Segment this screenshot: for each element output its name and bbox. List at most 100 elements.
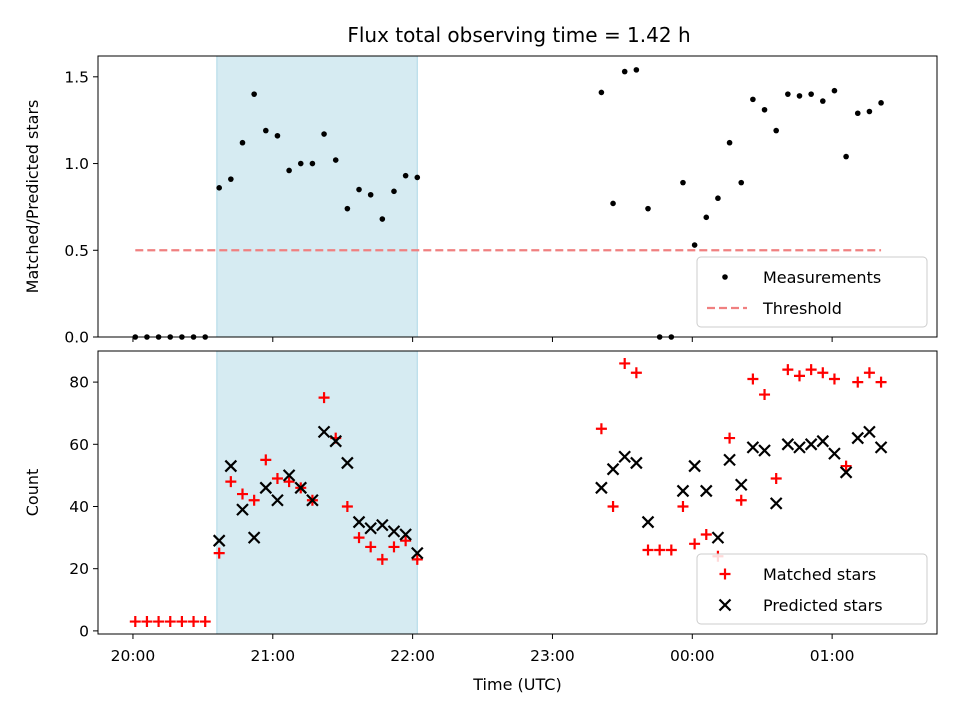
predicted-star-point	[247, 531, 261, 544]
predicted-star-point	[352, 515, 366, 529]
predicted-star-point	[282, 469, 296, 482]
predicted-star-point	[630, 456, 643, 470]
predicted-star-point	[874, 441, 888, 454]
bottom-marks	[129, 357, 888, 628]
matched-star-point	[141, 616, 153, 628]
predicted-star-point	[317, 425, 331, 439]
measurement-point	[309, 160, 316, 167]
measurement-point	[773, 127, 779, 134]
matched-star-point	[724, 432, 736, 444]
matched-star-point	[248, 494, 260, 506]
matched-star-point	[782, 364, 794, 376]
measurement-point	[263, 127, 269, 134]
matched-star-point	[817, 367, 829, 379]
measurement-point	[715, 195, 721, 202]
measurement-point	[321, 131, 327, 137]
legend-x-swatch	[718, 598, 732, 612]
measurement-point	[831, 87, 838, 94]
measurement-point	[228, 176, 234, 182]
matched-star-point	[260, 454, 272, 466]
measurement-point	[645, 205, 651, 212]
measurement-point	[356, 186, 362, 193]
predicted-star-point	[688, 459, 701, 473]
legend-label: Threshold	[762, 299, 842, 318]
matched-star-point	[677, 500, 689, 512]
measurement-point	[878, 100, 884, 106]
predicted-star-point	[376, 518, 389, 532]
top-y-axis-label: Matched/Predicted stars	[23, 100, 42, 294]
x-axis-label: Time (UTC)	[472, 675, 561, 694]
bottom-y-axis-label: Count	[23, 469, 42, 517]
legend-plus-swatch	[719, 568, 731, 580]
predicted-star-point	[411, 546, 424, 560]
matched-star-point	[271, 473, 283, 485]
matched-star-point	[318, 392, 330, 404]
matched-star-point	[840, 460, 852, 472]
legend-dot-swatch	[722, 274, 728, 280]
measurement-point	[726, 139, 733, 146]
y-tick-label: 1.5	[64, 68, 89, 86]
matched-star-point	[225, 476, 237, 488]
measurement-point	[621, 68, 628, 75]
bottom-frame	[97, 350, 938, 635]
matched-star-point	[852, 376, 864, 388]
y-tick-label: 0.0	[64, 329, 89, 347]
matched-star-point	[654, 544, 666, 556]
matched-star-point	[365, 541, 377, 553]
matched-star-point	[411, 553, 423, 565]
y-tick-label: 1.0	[64, 155, 89, 173]
measurement-point	[785, 91, 791, 97]
predicted-star-point	[828, 447, 841, 460]
measurement-point	[239, 139, 246, 146]
matched-star-point	[863, 367, 875, 379]
top-frame	[97, 55, 938, 338]
matched-star-point	[213, 547, 225, 559]
matched-star-point	[400, 535, 412, 547]
predicted-star-point	[641, 515, 655, 529]
chart-title: Flux total observing time = 1.42 h	[347, 23, 690, 47]
legend-label: Matched stars	[763, 565, 876, 584]
predicted-star-point	[224, 459, 238, 473]
predicted-star-point	[769, 497, 783, 510]
matched-star-point	[759, 389, 771, 401]
matched-star-point	[747, 373, 759, 385]
measurement-point	[610, 200, 616, 207]
y-tick-label: 40	[69, 498, 89, 516]
measurement-point	[750, 96, 756, 103]
predicted-star-point	[606, 462, 620, 476]
measurement-point	[680, 179, 686, 186]
matched-star-point	[595, 423, 607, 435]
measurement-point	[367, 191, 374, 198]
matched-star-point	[700, 528, 712, 540]
top-panel: 0.0 0.5 1.0 1.5 Matched/Predicted stars Mea…	[23, 55, 938, 347]
predicted-star-point	[306, 493, 319, 507]
x-tick-label: 00:00	[670, 647, 715, 665]
x-tick-label: 23:00	[530, 647, 575, 665]
predicted-star-point	[781, 438, 795, 451]
measurement-point	[598, 89, 605, 96]
measurement-point	[796, 93, 803, 99]
matched-star-point	[129, 616, 141, 628]
predicted-star-point	[236, 503, 249, 516]
predicted-star-point	[341, 456, 354, 470]
measurement-point	[286, 167, 292, 174]
y-tick-label: 0	[79, 622, 89, 640]
measurement-point	[216, 185, 222, 191]
matched-star-point	[236, 488, 248, 500]
legend-box	[696, 256, 928, 328]
measurement-point	[332, 157, 339, 163]
matched-star-point	[770, 473, 782, 485]
bottom-x-ticks: 20:00 21:00 22:00 23:00 00:00 01:00	[111, 634, 854, 665]
matched-star-point	[642, 544, 654, 556]
measurement-point	[274, 132, 281, 139]
predicted-star-point	[329, 434, 342, 448]
legend-box	[696, 553, 928, 625]
bottom-highlight-span	[216, 350, 418, 635]
y-tick-label: 20	[69, 560, 89, 578]
predicted-star-point	[816, 434, 830, 448]
x-tick-label: 22:00	[390, 647, 435, 665]
top-y-ticks: 0.0 0.5 1.0 1.5	[64, 68, 98, 347]
predicted-star-point	[364, 521, 377, 535]
measurement-point	[379, 216, 386, 222]
